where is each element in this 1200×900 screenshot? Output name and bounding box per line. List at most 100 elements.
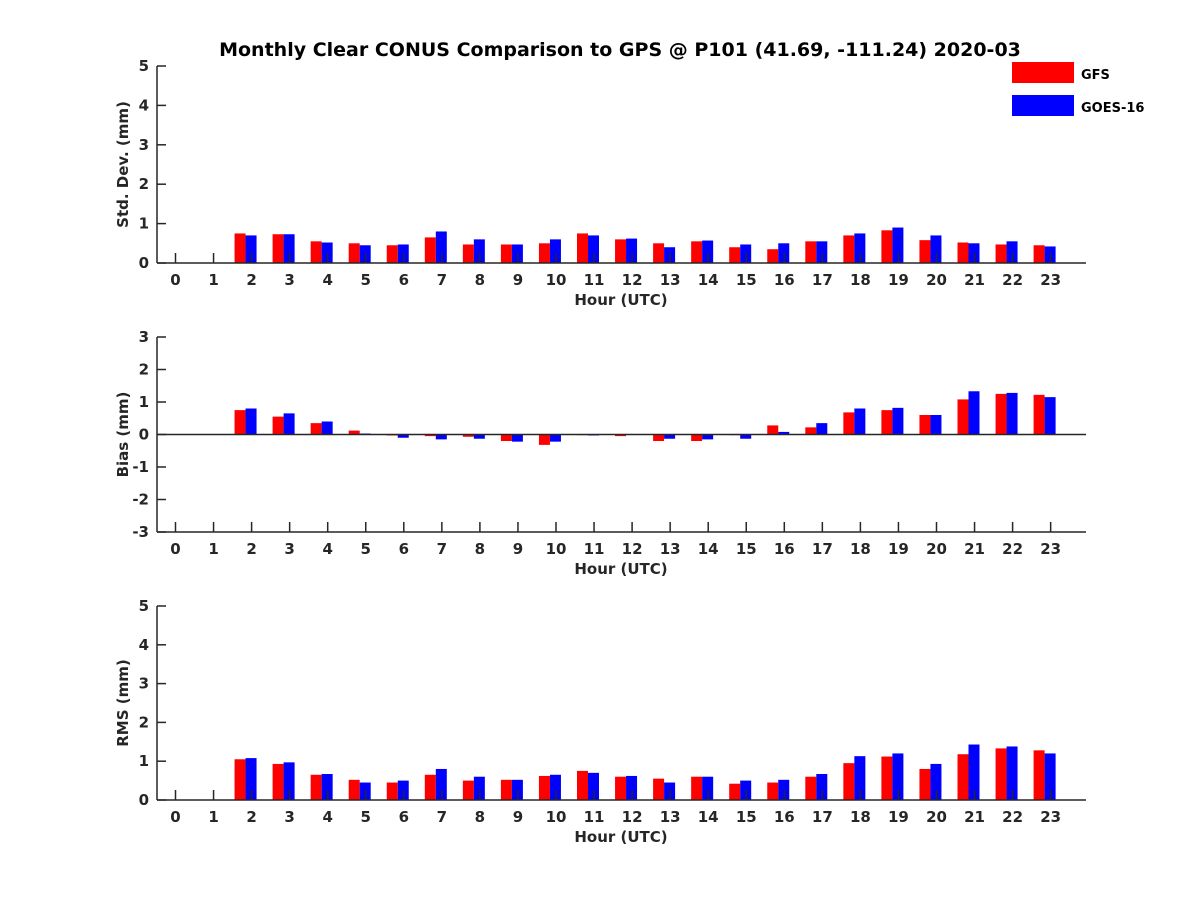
bias-xtick-label-2: 2	[246, 540, 256, 558]
bias-xtick-label-11: 11	[584, 540, 605, 558]
rms-xtick-label-3: 3	[284, 808, 294, 826]
bias-bar-goes16-h12	[664, 434, 676, 439]
rms-bar-goes16-h9	[549, 774, 561, 800]
std-dev-xtick-label-3: 3	[284, 271, 294, 289]
std-dev-xtick-label-13: 13	[660, 271, 681, 289]
std-dev-xtick-label-9: 9	[513, 271, 523, 289]
rms-xtick-label-19: 19	[888, 808, 909, 826]
bias-bar-gfs-h3	[310, 423, 322, 435]
bias-bar-gfs-h16	[805, 427, 817, 435]
rms-xtick-label-18: 18	[850, 808, 871, 826]
bias-xtick-label-23: 23	[1040, 540, 1061, 558]
rms-xtick-label-7: 7	[437, 808, 447, 826]
bias-bar-goes16-h15	[778, 431, 790, 435]
legend-swatch-gfs	[1012, 62, 1074, 83]
rms-bar-goes16-h18	[892, 753, 904, 800]
bias-ytick-label--1: -1	[132, 458, 149, 476]
std-dev-bar-gfs-h20	[957, 242, 969, 263]
std-dev-xtick-label-8: 8	[475, 271, 485, 289]
rms-ytick-label-3: 3	[139, 675, 149, 693]
std-dev-bar-gfs-h11	[615, 239, 627, 263]
rms-bar-goes16-h20	[968, 744, 980, 800]
rms-bar-gfs-h7	[462, 780, 474, 800]
rms-xtick-label-16: 16	[774, 808, 795, 826]
rms-x-axis-label: Hour (UTC)	[574, 828, 667, 846]
bias-ytick-label-3: 3	[139, 328, 149, 346]
rms-xtick-label-21: 21	[964, 808, 985, 826]
std-dev-bar-gfs-h3	[310, 241, 322, 263]
bias-xtick-label-19: 19	[888, 540, 909, 558]
bias-bar-gfs-h2	[272, 416, 284, 435]
std-dev-ytick-label-4: 4	[139, 96, 149, 114]
std-dev-bar-goes16-h21	[1006, 241, 1018, 263]
bias-xtick-label-10: 10	[546, 540, 567, 558]
chart-title: Monthly Clear CONUS Comparison to GPS @ …	[219, 39, 1021, 61]
std-dev-bar-goes16-h1	[245, 235, 257, 263]
bias-ytick-label--2: -2	[132, 491, 149, 509]
rms-bar-gfs-h11	[615, 776, 627, 800]
std-dev-bar-goes16-h7	[473, 239, 485, 263]
std-dev-xtick-label-6: 6	[399, 271, 409, 289]
std-dev-xtick-label-5: 5	[361, 271, 371, 289]
std-dev-bar-goes16-h3	[321, 242, 333, 263]
std-dev-xtick-label-21: 21	[964, 271, 985, 289]
bias-xtick-label-12: 12	[622, 540, 643, 558]
bias-bar-gfs-h19	[919, 415, 931, 435]
std-dev-bar-gfs-h4	[348, 243, 360, 263]
std-dev-xtick-label-10: 10	[546, 271, 567, 289]
bias-bar-goes16-h21	[1006, 392, 1018, 435]
rms-bar-gfs-h9	[538, 775, 550, 800]
rms-xtick-label-20: 20	[926, 808, 947, 826]
rms-xtick-label-10: 10	[546, 808, 567, 826]
bias-bar-goes16-h19	[930, 415, 942, 435]
rms-bar-gfs-h1	[234, 759, 246, 800]
rms-bar-goes16-h22	[1044, 753, 1056, 800]
bias-xtick-label-1: 1	[208, 540, 218, 558]
bias-xtick-label-20: 20	[926, 540, 947, 558]
std-dev-xtick-label-1: 1	[208, 271, 218, 289]
std-dev-ytick-label-5: 5	[139, 57, 149, 75]
std-dev-bar-gfs-h9	[538, 243, 550, 263]
bias-xtick-label-14: 14	[698, 540, 719, 558]
rms-bar-goes16-h8	[511, 779, 523, 800]
std-dev-bar-goes16-h9	[549, 239, 561, 263]
bias-bar-gfs-h13	[691, 434, 703, 441]
bias-bar-gfs-h4	[348, 430, 360, 435]
std-dev-xtick-label-0: 0	[170, 271, 180, 289]
rms-y-axis-label: RMS (mm)	[114, 659, 132, 746]
rms-bar-goes16-h15	[778, 779, 790, 800]
std-dev-bar-gfs-h22	[1033, 245, 1045, 263]
rms-bar-goes16-h1	[245, 758, 257, 800]
std-dev-x-axis-label: Hour (UTC)	[574, 291, 667, 309]
std-dev-ytick-label-2: 2	[139, 175, 149, 193]
rms-xtick-label-2: 2	[246, 808, 256, 826]
std-dev-bar-gfs-h1	[234, 233, 246, 263]
bias-bar-goes16-h8	[511, 434, 523, 442]
bias-xtick-label-16: 16	[774, 540, 795, 558]
std-dev-bar-gfs-h14	[729, 247, 741, 263]
std-dev-xtick-label-11: 11	[584, 271, 605, 289]
rms-bar-gfs-h6	[424, 774, 436, 800]
bias-ytick-label-2: 2	[139, 361, 149, 379]
rms-ytick-label-1: 1	[139, 752, 149, 770]
bias-bar-gfs-h9	[538, 434, 550, 445]
std-dev-bar-gfs-h7	[462, 244, 474, 263]
bias-xtick-label-7: 7	[437, 540, 447, 558]
rms-bar-goes16-h21	[1006, 746, 1018, 800]
rms-bar-goes16-h11	[626, 775, 638, 800]
std-dev-ytick-label-3: 3	[139, 136, 149, 154]
bias-bar-goes16-h6	[435, 434, 447, 440]
std-dev-bar-gfs-h12	[653, 243, 665, 263]
std-dev-bar-goes16-h19	[930, 235, 942, 263]
bias-xtick-label-18: 18	[850, 540, 871, 558]
rms-xtick-label-14: 14	[698, 808, 719, 826]
std-dev-bar-gfs-h6	[424, 237, 436, 263]
bias-xtick-label-5: 5	[361, 540, 371, 558]
std-dev-ytick-label-0: 0	[139, 254, 149, 272]
bias-xtick-label-3: 3	[284, 540, 294, 558]
bias-xtick-label-13: 13	[660, 540, 681, 558]
std-dev-xtick-label-7: 7	[437, 271, 447, 289]
